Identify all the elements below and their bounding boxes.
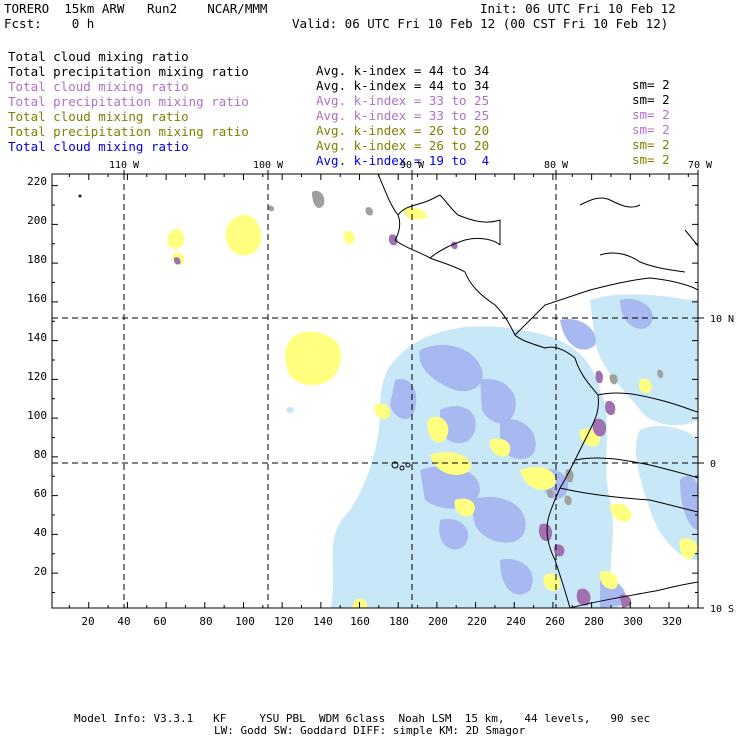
latitude-labels: 10 N 0 10 S [710, 314, 734, 615]
lon-label: 90 W [400, 160, 425, 171]
legend-sm: sm= 2 [632, 77, 670, 92]
lat-lon-grid [52, 174, 698, 608]
legend-field: Total cloud mixing ratio [8, 109, 189, 124]
x-tick-label: 320 [662, 615, 682, 628]
plot-frame [51, 173, 699, 609]
x-tick-label: 60 [153, 615, 166, 628]
lon-label: 80 W [544, 160, 569, 171]
y-tick-label: 20 [34, 565, 47, 578]
forecast-hour: Fcst: 0 h [4, 16, 95, 31]
legend-row-4: Total precipitation mixing ratio Avg. k-… [8, 81, 670, 151]
legend-index: Avg. k-index = 26 to 20 [316, 123, 490, 138]
x-tick-label: 300 [623, 615, 643, 628]
legend-field: Total cloud mixing ratio [8, 49, 189, 64]
x-tick-label: 160 [350, 615, 370, 628]
lon-label: 110 W [109, 160, 140, 171]
gray-field [267, 190, 664, 506]
x-tick-label: 80 [199, 615, 212, 628]
legend-row-2: Total precipitation mixing ratio Avg. k-… [8, 51, 670, 121]
longitude-labels: 110 W 100 W 90 W 80 W 70 W [109, 160, 713, 171]
legend-index: Avg. k-index = 33 to 25 [316, 93, 490, 108]
legend-row-6: Total precipitation mixing ratio Avg. k-… [8, 111, 670, 181]
purple-field [173, 234, 632, 608]
y-tick-label: 40 [34, 526, 47, 539]
legend-field: Total precipitation mixing ratio [8, 64, 249, 79]
x-tick-label: 240 [506, 615, 526, 628]
x-tick-label: 260 [545, 615, 565, 628]
y-tick-label: 140 [27, 331, 47, 344]
legend-index: Avg. k-index = 19 to 4 [316, 153, 490, 168]
x-tick-label: 220 [467, 615, 487, 628]
legend-row-7: Total cloud mixing ratio Avg. k-index = … [8, 126, 489, 196]
y-tick-label: 120 [27, 370, 47, 383]
valid-time: Valid: 06 UTC Fri 10 Feb 12 (00 CST Fri … [292, 16, 669, 31]
x-tick-label: 140 [313, 615, 333, 628]
legend-field: Total cloud mixing ratio [8, 139, 189, 154]
legend-row-3: Total cloud mixing ratio Avg. k-index = … [8, 66, 670, 136]
y-tick-label: 80 [34, 448, 47, 461]
legend-sm: sm= 2 [632, 137, 670, 152]
x-tick-label: 20 [81, 615, 94, 628]
x-tick-label: 200 [428, 615, 448, 628]
axis-ticks [52, 170, 704, 609]
legend-sm: sm= 2 [632, 92, 670, 107]
legend-index: Avg. k-index = 33 to 25 [316, 108, 490, 123]
lat-label: 10 S [710, 604, 734, 615]
legend-index: Avg. k-index = 44 to 34 [316, 63, 490, 78]
lon-label: 70 W [688, 160, 713, 171]
y-tick-labels: 220 200 180 160 140 120 100 80 60 40 20 [27, 175, 47, 578]
legend-field: Total precipitation mixing ratio [8, 94, 249, 109]
cloud-light-field [286, 294, 698, 608]
model-title: TORERO 15km ARW Run2 NCAR/MMM [4, 1, 268, 16]
x-tick-labels: 20 40 60 80 100 120 140 160 180 200 220 … [81, 615, 682, 628]
y-tick-label: 180 [27, 253, 47, 266]
lat-label: 10 N [710, 314, 734, 325]
y-tick-label: 100 [27, 409, 47, 422]
shaded-fields [168, 190, 698, 608]
x-tick-label: 280 [584, 615, 604, 628]
x-tick-label: 180 [389, 615, 409, 628]
x-tick-label: 40 [117, 615, 130, 628]
legend-sm: sm= 2 [632, 107, 670, 122]
y-tick-label: 60 [34, 487, 47, 500]
legend-field: Total precipitation mixing ratio [8, 124, 249, 139]
lat-label: 0 [710, 459, 716, 470]
legend-field: Total cloud mixing ratio [8, 79, 189, 94]
y-tick-label: 160 [27, 292, 47, 305]
legend-row-1: Total cloud mixing ratio Avg. k-index = … [8, 36, 670, 106]
legend-index: Avg. k-index = 26 to 20 [316, 138, 490, 153]
x-tick-label: 120 [274, 615, 294, 628]
init-time: Init: 06 UTC Fri 10 Feb 12 [480, 1, 676, 16]
x-tick-label: 100 [235, 615, 255, 628]
legend-sm: sm= 2 [632, 152, 670, 167]
y-tick-label: 200 [27, 214, 47, 227]
model-info: Model Info: V3.3.1 KF YSU PBL WDM 6class… [74, 712, 651, 725]
legend-index: Avg. k-index = 44 to 34 [316, 78, 490, 93]
legend-sm: sm= 2 [632, 122, 670, 137]
y-tick-label: 220 [27, 175, 47, 188]
lon-label: 100 W [253, 160, 284, 171]
physics-info: LW: Godd SW: Goddard DIFF: simple KM: 2D… [214, 724, 526, 737]
legend-row-5: Total cloud mixing ratio Avg. k-index = … [8, 96, 670, 166]
